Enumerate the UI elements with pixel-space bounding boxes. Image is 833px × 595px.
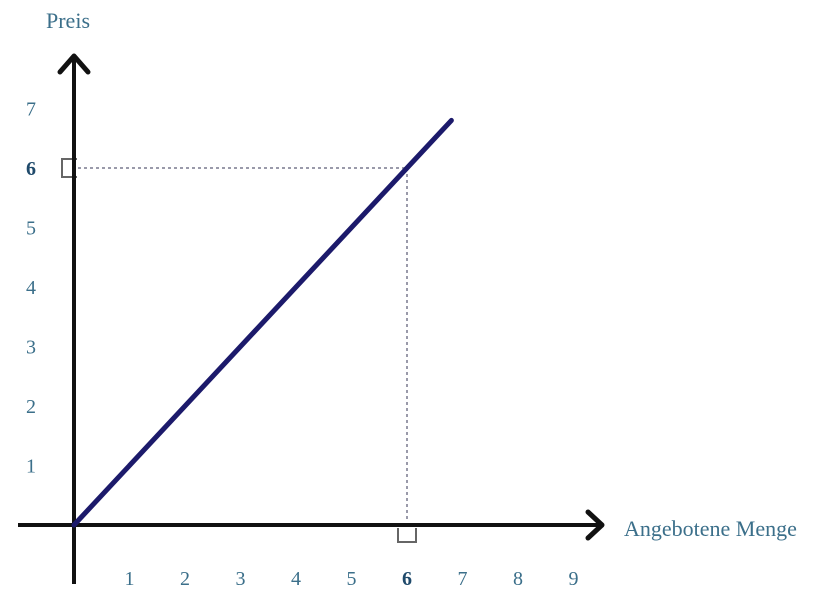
x-tick-label: 1 xyxy=(125,568,135,590)
y-tick-label: 1 xyxy=(26,456,36,478)
y-tick-label: 5 xyxy=(26,218,36,240)
x-highlight-marker xyxy=(397,528,417,543)
y-tick-label: 6 xyxy=(26,158,36,180)
axes-layer xyxy=(18,53,605,584)
y-tick-label: 4 xyxy=(26,277,36,299)
x-tick-label: 5 xyxy=(347,568,357,590)
x-axis-arrow xyxy=(585,509,605,541)
y-tick-label: 7 xyxy=(26,99,36,121)
y-tick-label: 3 xyxy=(26,337,36,359)
x-tick-label: 8 xyxy=(513,568,523,590)
x-tick-label: 9 xyxy=(569,568,579,590)
labels-layer: 1 2 3 4 5 6 7 8 9 1 2 3 4 5 6 7 Preis Angebotene Menge xyxy=(26,8,797,590)
series-layer xyxy=(71,117,454,528)
x-tick-label: 3 xyxy=(236,568,246,590)
y-tick-label: 2 xyxy=(26,396,36,418)
x-axis-title: Angebotene Menge xyxy=(624,516,797,541)
supply-line xyxy=(71,117,454,528)
y-axis-title: Preis xyxy=(46,8,90,33)
x-tick-label: 6 xyxy=(402,568,412,590)
x-tick-label: 2 xyxy=(180,568,190,590)
x-tick-label: 4 xyxy=(291,568,301,590)
y-axis-arrow xyxy=(57,53,91,75)
x-tick-label: 7 xyxy=(458,568,468,590)
